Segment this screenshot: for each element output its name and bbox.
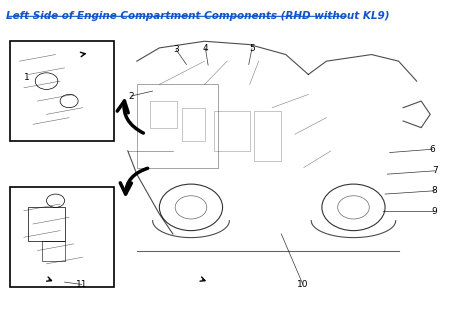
Text: 9: 9 xyxy=(431,207,437,216)
Text: 4: 4 xyxy=(202,44,208,53)
Text: 8: 8 xyxy=(432,186,438,195)
Text: 3: 3 xyxy=(173,45,179,54)
Text: 6: 6 xyxy=(429,145,435,154)
Bar xyxy=(10,41,114,141)
Text: 10: 10 xyxy=(297,280,309,289)
Bar xyxy=(137,84,218,168)
Bar xyxy=(254,111,281,161)
Bar xyxy=(214,111,250,151)
Bar xyxy=(10,188,114,287)
Text: Left Side of Engine Compartment Components (RHD without KL9): Left Side of Engine Compartment Componen… xyxy=(6,11,390,21)
Bar xyxy=(28,207,64,241)
Bar xyxy=(42,241,64,261)
Text: 7: 7 xyxy=(432,166,438,175)
Text: 2: 2 xyxy=(128,91,134,100)
Text: 11: 11 xyxy=(76,280,88,289)
Bar xyxy=(150,101,177,128)
Text: 5: 5 xyxy=(249,44,255,53)
Bar xyxy=(182,108,204,141)
Text: 1: 1 xyxy=(24,73,30,82)
